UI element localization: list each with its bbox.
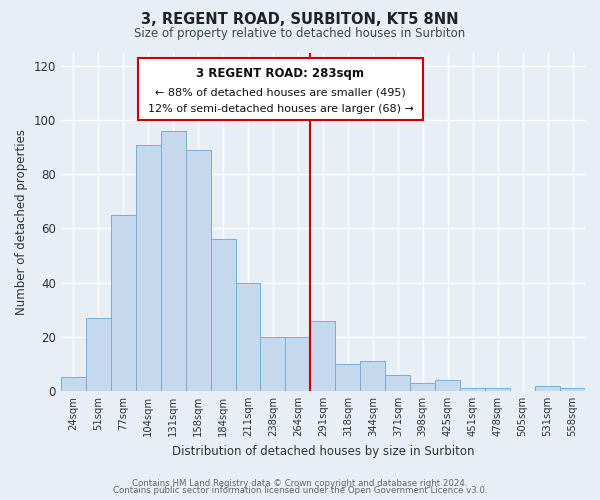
Bar	[260, 337, 286, 391]
Y-axis label: Number of detached properties: Number of detached properties	[15, 128, 28, 314]
Text: ← 88% of detached houses are smaller (495): ← 88% of detached houses are smaller (49…	[155, 87, 406, 97]
Bar	[310, 320, 335, 391]
Bar	[286, 337, 310, 391]
Bar	[435, 380, 460, 391]
Text: Size of property relative to detached houses in Surbiton: Size of property relative to detached ho…	[134, 28, 466, 40]
Bar	[185, 150, 211, 391]
Bar	[361, 361, 385, 391]
Text: 3 REGENT ROAD: 283sqm: 3 REGENT ROAD: 283sqm	[196, 67, 364, 80]
Bar	[161, 131, 185, 391]
X-axis label: Distribution of detached houses by size in Surbiton: Distribution of detached houses by size …	[172, 444, 474, 458]
Text: 3, REGENT ROAD, SURBITON, KT5 8NN: 3, REGENT ROAD, SURBITON, KT5 8NN	[141, 12, 459, 28]
Bar	[211, 240, 236, 391]
Bar	[560, 388, 585, 391]
Text: Contains HM Land Registry data © Crown copyright and database right 2024.: Contains HM Land Registry data © Crown c…	[132, 478, 468, 488]
Bar	[385, 374, 410, 391]
Text: 12% of semi-detached houses are larger (68) →: 12% of semi-detached houses are larger (…	[148, 104, 413, 115]
Bar	[535, 386, 560, 391]
Bar	[111, 215, 136, 391]
Bar	[136, 144, 161, 391]
Bar	[460, 388, 485, 391]
Bar	[410, 383, 435, 391]
Text: Contains public sector information licensed under the Open Government Licence v3: Contains public sector information licen…	[113, 486, 487, 495]
Bar	[61, 378, 86, 391]
Bar	[485, 388, 510, 391]
Bar	[236, 282, 260, 391]
Bar	[335, 364, 361, 391]
FancyBboxPatch shape	[138, 58, 423, 120]
Bar	[86, 318, 111, 391]
